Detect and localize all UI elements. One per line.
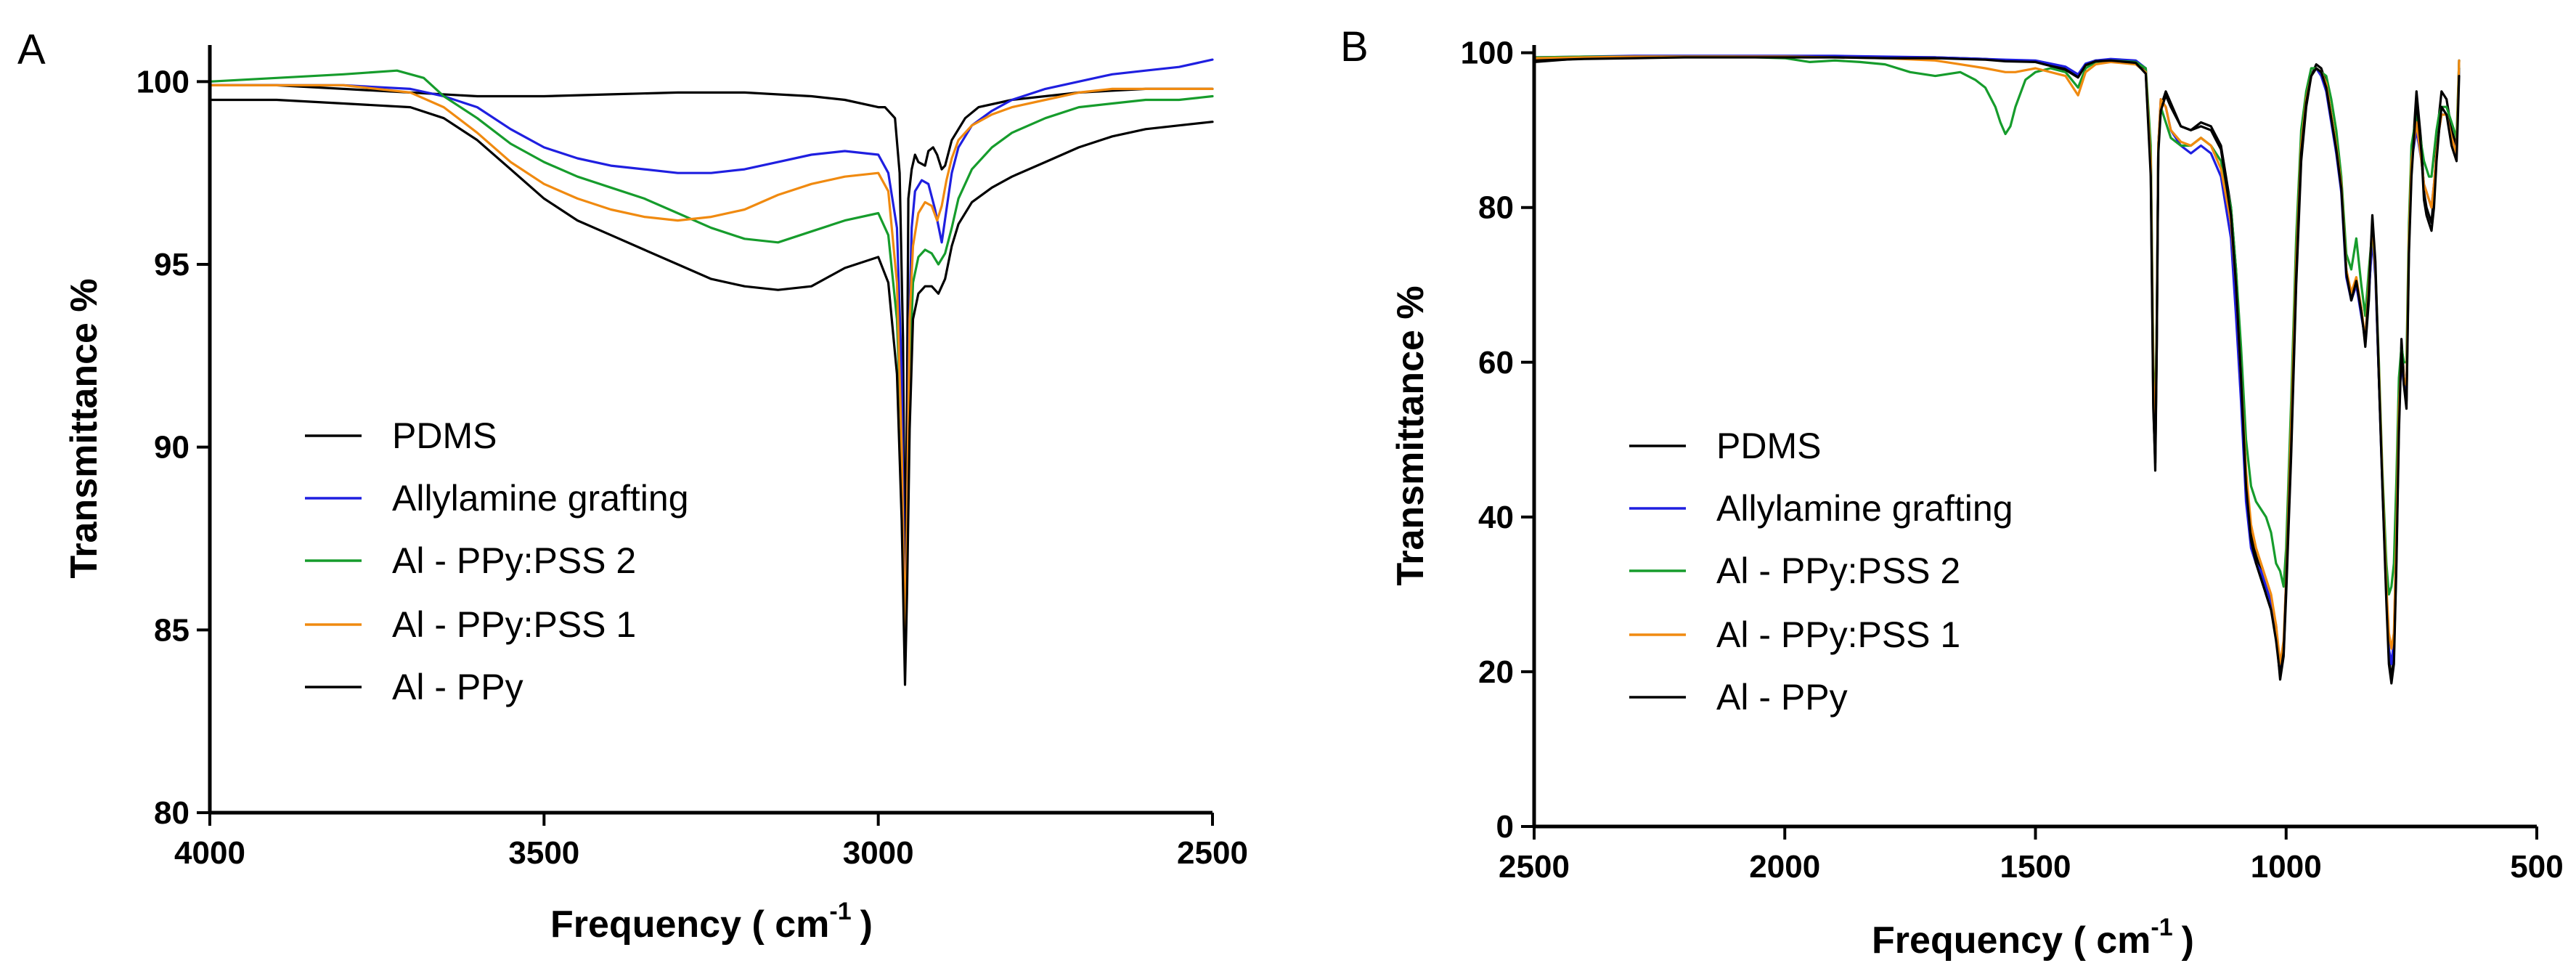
panel-a-series-al-ppy-pss-2 bbox=[208, 69, 1214, 668]
panel-a-y-ticks: 80 85 90 95 100 bbox=[136, 64, 210, 831]
panel-a-x-tick-label: 2500 bbox=[1177, 835, 1248, 871]
panel-b-legend-label-al-ppy-pss-2: Al - PPy:PSS 2 bbox=[1716, 551, 1960, 591]
panel-a-legend-label-al-ppy-pss-2: Al - PPy:PSS 2 bbox=[392, 540, 636, 581]
panel-a-x-axis-title-superscript: -1 bbox=[829, 898, 851, 925]
panel-b-x-tick-label: 2500 bbox=[1499, 849, 1570, 885]
panel-b: B 0 20 40 60 80 100 2500 2000 1500 1000 500 Trans… bbox=[1340, 23, 2564, 962]
panel-a-x-axis-title: Frequency ( cm-1) bbox=[550, 898, 873, 946]
panel-b-legend-label-al-ppy: Al - PPy bbox=[1716, 677, 1848, 718]
panel-a-x-tick-label: 3500 bbox=[508, 835, 579, 871]
panel-b-series-al-ppy bbox=[1533, 56, 2461, 685]
panel-b-y-tick-label: 0 bbox=[1496, 809, 1514, 845]
panel-b-x-axis-title-main: Frequency ( cm bbox=[1872, 919, 2151, 962]
panel-b-series-al-ppy-pss-2 bbox=[1533, 55, 2461, 596]
panel-b-x-axis-title-suffix: ) bbox=[2182, 919, 2194, 962]
panel-a-legend-label-pdms: PDMS bbox=[392, 415, 497, 456]
panel-b-x-axis-title: Frequency ( cm-1) bbox=[1872, 914, 2194, 962]
panel-b-legend-label-al-ppy-pss-1: Al - PPy:PSS 1 bbox=[1716, 614, 1960, 655]
panel-a-legend: PDMS Allylamine grafting Al - PPy:PSS 2 … bbox=[305, 415, 689, 707]
panel-a-x-tick-label: 4000 bbox=[174, 835, 245, 871]
panel-a-label: A bbox=[17, 26, 46, 73]
panel-a-series-group bbox=[208, 58, 1214, 686]
panel-b-y-tick-label: 60 bbox=[1478, 345, 1514, 381]
panel-a-y-tick-label: 80 bbox=[154, 795, 189, 831]
panel-b-x-tick-label: 2000 bbox=[1749, 849, 1820, 885]
panel-a: A 80 85 90 95 100 4000 3500 3000 2500 Transmitt… bbox=[17, 26, 1248, 946]
panel-b-x-tick-label: 500 bbox=[2510, 849, 2563, 885]
panel-a-series-al-ppy-pss-1 bbox=[208, 84, 1214, 650]
panel-b-x-axis-title-superscript: -1 bbox=[2151, 914, 2172, 941]
panel-b-y-tick-label: 20 bbox=[1478, 654, 1514, 690]
panel-b-series-allylamine-grafting bbox=[1533, 54, 2461, 673]
panel-a-series-al-ppy bbox=[208, 98, 1214, 686]
panel-b-legend-label-allylamine-grafting: Allylamine grafting bbox=[1716, 488, 2013, 529]
panel-a-y-tick-label: 100 bbox=[136, 64, 189, 99]
panel-a-y-axis-title: Transmittance % bbox=[63, 278, 105, 578]
panel-a-x-ticks: 4000 3500 3000 2500 bbox=[174, 813, 1248, 871]
panel-a-legend-label-al-ppy: Al - PPy bbox=[392, 667, 523, 707]
panel-a-x-axis-title-suffix: ) bbox=[860, 903, 873, 946]
panel-b-x-tick-label: 1500 bbox=[2000, 849, 2071, 885]
panel-b-y-tick-label: 80 bbox=[1478, 190, 1514, 226]
panel-b-series-group bbox=[1533, 54, 2461, 685]
panel-b-series-al-ppy-pss-1 bbox=[1533, 55, 2461, 665]
panel-b-x-tick-label: 1000 bbox=[2251, 849, 2322, 885]
panel-a-y-tick-label: 95 bbox=[154, 247, 189, 283]
panel-a-legend-label-al-ppy-pss-1: Al - PPy:PSS 1 bbox=[392, 604, 636, 645]
panel-a-legend-label-allylamine-grafting: Allylamine grafting bbox=[392, 478, 689, 519]
panel-b-legend-label-pdms: PDMS bbox=[1716, 426, 1821, 466]
panel-a-series-pdms bbox=[208, 84, 1214, 595]
panel-b-y-tick-label: 100 bbox=[1461, 36, 1514, 71]
panel-b-y-tick-label: 40 bbox=[1478, 500, 1514, 535]
panel-a-x-tick-label: 3000 bbox=[843, 835, 914, 871]
panel-a-y-tick-label: 85 bbox=[154, 612, 189, 648]
panel-b-label: B bbox=[1340, 23, 1369, 70]
panel-a-x-axis-title-main: Frequency ( cm bbox=[550, 903, 829, 946]
panel-b-y-ticks: 0 20 40 60 80 100 bbox=[1461, 36, 1534, 845]
panel-b-legend: PDMS Allylamine grafting Al - PPy:PSS 2 … bbox=[1629, 426, 2013, 718]
panel-b-x-ticks: 2500 2000 1500 1000 500 bbox=[1499, 826, 2564, 885]
panel-b-series-pdms bbox=[1533, 55, 2461, 681]
panel-a-y-tick-label: 90 bbox=[154, 430, 189, 466]
panel-b-y-axis-title: Transmittance % bbox=[1390, 285, 1432, 585]
